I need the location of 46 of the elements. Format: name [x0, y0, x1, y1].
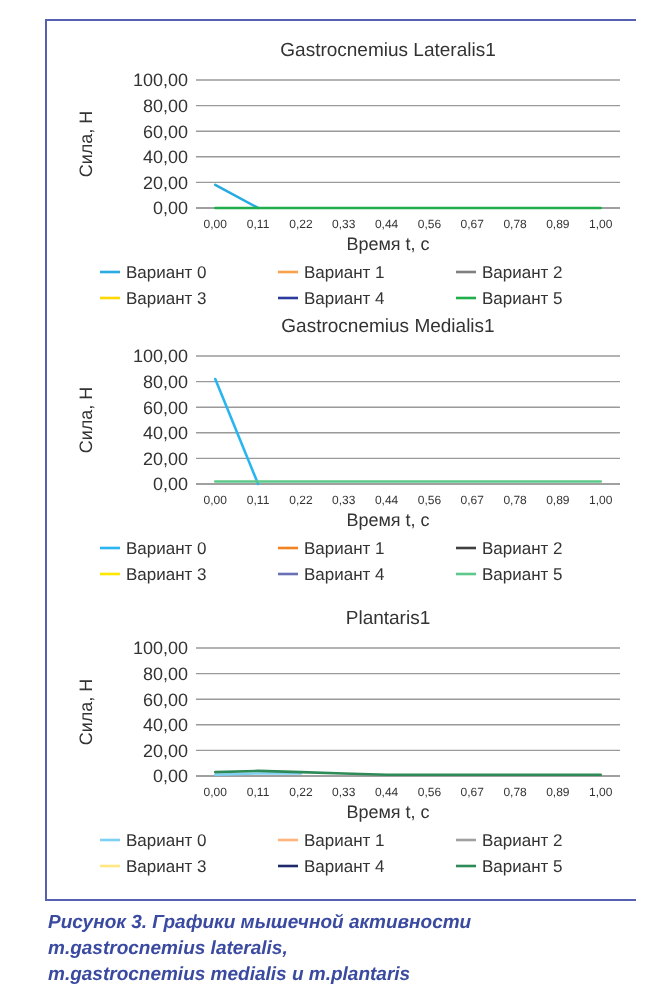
text: Рисунок 3. Графики мышечной активности m.gastrocnemius lateralis, m.gastrocnemius medialis и m.plantaris	[48, 912, 472, 986]
legend-label: Вариант 5	[482, 855, 564, 876]
y-tick-label: 20,00	[142, 448, 188, 469]
y-tick-label: 40,00	[142, 715, 188, 736]
chart-title: Gastrocnemius Lateralis1	[280, 40, 496, 62]
x-axis-title: Время t, с	[346, 802, 431, 822]
legend-label: Вариант 3	[126, 287, 208, 308]
legend-label: Вариант 3	[126, 855, 208, 876]
legend-label: Вариант 1	[304, 829, 386, 850]
y-axis-title: Сила, Н	[76, 110, 96, 178]
y-tick-label: 0,00	[152, 198, 188, 219]
y-tick-label: 60,00	[142, 689, 188, 710]
legend-label: Вариант 1	[304, 537, 386, 558]
y-tick-label: 100,00	[132, 70, 188, 91]
y-tick-label: 20,00	[142, 172, 188, 193]
legend-label: Вариант 0	[126, 261, 208, 282]
y-tick-label: 80,00	[142, 95, 188, 116]
y-tick-label: 80,00	[142, 371, 188, 392]
legend-label: Вариант 2	[482, 537, 564, 558]
x-axis-title: Время t, с	[346, 510, 431, 530]
y-tick-label: 0,00	[152, 766, 188, 787]
y-axis-title: Сила, Н	[76, 386, 96, 454]
legend-label: Вариант 4	[304, 287, 386, 308]
legend-label: Вариант 5	[482, 563, 564, 584]
y-tick-label: 60,00	[142, 397, 188, 418]
legend-label: Вариант 2	[482, 261, 564, 282]
legend-label: Вариант 2	[482, 829, 564, 850]
y-axis-title: Сила, Н	[76, 678, 96, 746]
y-tick-label: 20,00	[142, 740, 188, 761]
chart-title: Gastrocnemius Medialis1	[281, 316, 495, 338]
legend-label: Вариант 0	[126, 537, 208, 558]
legend-label: Вариант 3	[126, 563, 208, 584]
chart-title: Plantaris1	[345, 608, 431, 630]
legend-label: Вариант 4	[304, 855, 386, 876]
legend-label: Вариант 4	[304, 563, 386, 584]
y-tick-label: 80,00	[142, 663, 188, 684]
y-tick-label: 60,00	[142, 121, 188, 142]
y-tick-label: 100,00	[132, 346, 188, 367]
x-axis-title: Время t, с	[346, 234, 431, 254]
legend-label: Вариант 5	[482, 287, 564, 308]
y-tick-label: 40,00	[142, 423, 188, 444]
legend-label: Вариант 1	[304, 261, 386, 282]
legend-label: Вариант 0	[126, 829, 208, 850]
y-tick-label: 0,00	[152, 474, 188, 495]
y-tick-label: 100,00	[132, 638, 188, 659]
y-tick-label: 40,00	[142, 147, 188, 168]
